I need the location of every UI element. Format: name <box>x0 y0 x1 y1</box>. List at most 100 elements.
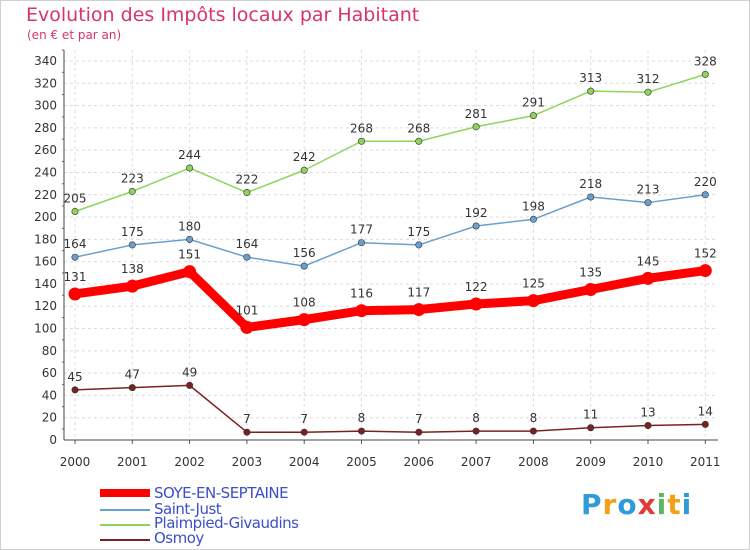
data-point <box>415 428 423 436</box>
legend-swatch-plaimpied <box>100 524 150 526</box>
data-point <box>529 427 537 435</box>
data-point <box>71 207 79 215</box>
legend-swatch-saint-just <box>100 509 150 511</box>
data-point <box>71 386 79 394</box>
data-point <box>415 241 423 249</box>
data-label: 108 <box>293 296 316 310</box>
data-point <box>183 265 197 279</box>
legend-label-plaimpied: Plaimpied-Givaudins <box>154 514 299 532</box>
data-point <box>357 427 365 435</box>
data-label: 198 <box>522 199 545 213</box>
data-label: 8 <box>358 411 366 425</box>
proxiti-logo: Proxiti <box>581 488 692 521</box>
data-label: 205 <box>64 191 87 205</box>
data-point <box>128 241 136 249</box>
data-label: 291 <box>522 96 545 110</box>
y-tick-label: 160 <box>34 255 57 269</box>
data-label: 138 <box>121 262 144 276</box>
data-point <box>125 279 139 293</box>
data-point <box>472 222 480 230</box>
y-tick-label: 200 <box>34 210 57 224</box>
data-label: 117 <box>407 286 430 300</box>
data-label: 268 <box>350 121 373 135</box>
data-label: 223 <box>121 171 144 185</box>
data-point <box>357 239 365 247</box>
data-label: 175 <box>407 225 430 239</box>
data-label: 47 <box>125 368 140 382</box>
data-label: 213 <box>637 183 660 197</box>
x-tick-label: 2004 <box>289 455 320 469</box>
data-label: 268 <box>407 121 430 135</box>
logo-letter: t <box>667 488 682 521</box>
data-label: 312 <box>637 72 660 86</box>
y-tick-label: 120 <box>34 299 57 313</box>
data-point <box>641 271 655 285</box>
logo-letter: P <box>581 488 603 521</box>
data-label: 313 <box>579 71 602 85</box>
data-label: 7 <box>300 412 308 426</box>
data-label: 151 <box>178 248 201 262</box>
data-point <box>357 137 365 145</box>
data-label: 7 <box>243 412 251 426</box>
y-tick-label: 340 <box>34 54 57 68</box>
data-label: 218 <box>579 177 602 191</box>
data-label: 135 <box>579 266 602 280</box>
legend-label-soye: SOYE-EN-SEPTAINE <box>154 484 289 502</box>
y-tick-label: 180 <box>34 232 57 246</box>
legend-swatch-osmoy <box>100 539 150 541</box>
data-point <box>186 235 194 243</box>
data-label: 281 <box>465 107 488 121</box>
data-label: 122 <box>465 280 488 294</box>
data-point <box>587 87 595 95</box>
y-tick-label: 220 <box>34 188 57 202</box>
y-tick-label: 320 <box>34 76 57 90</box>
data-point <box>644 422 652 430</box>
data-label: 164 <box>64 237 87 251</box>
data-point <box>529 112 537 120</box>
data-point <box>701 70 709 78</box>
data-label: 328 <box>694 54 717 68</box>
data-point <box>412 303 426 317</box>
data-point <box>415 137 423 145</box>
data-label: 152 <box>694 247 717 261</box>
x-tick-label: 2003 <box>232 455 263 469</box>
data-point <box>297 313 311 327</box>
data-point <box>243 428 251 436</box>
data-label: 156 <box>293 246 316 260</box>
y-tick-label: 40 <box>42 388 57 402</box>
data-label: 8 <box>472 411 480 425</box>
y-tick-label: 80 <box>42 344 57 358</box>
data-point <box>587 193 595 201</box>
data-point <box>300 428 308 436</box>
data-point <box>529 215 537 223</box>
series-line-1 <box>74 194 707 267</box>
data-point <box>698 264 712 278</box>
y-tick-label: 280 <box>34 121 57 135</box>
y-tick-label: 260 <box>34 143 57 157</box>
x-tick-label: 2007 <box>461 455 492 469</box>
chart-title: Evolution des Impôts locaux par Habitant <box>26 4 420 26</box>
data-label: 14 <box>698 404 713 418</box>
x-tick-label: 2008 <box>518 455 549 469</box>
logo-letter: o <box>617 488 638 521</box>
data-label: 164 <box>235 237 258 251</box>
y-tick-label: 100 <box>34 322 57 336</box>
data-label: 145 <box>637 254 660 268</box>
data-point <box>300 262 308 270</box>
x-tick-label: 2001 <box>117 455 148 469</box>
series-line-0 <box>70 266 710 332</box>
data-point <box>186 164 194 172</box>
logo-letter: r <box>602 488 618 521</box>
data-label: 177 <box>350 223 373 237</box>
y-tick-label: 300 <box>34 99 57 113</box>
data-point <box>300 166 308 174</box>
data-label: 180 <box>178 219 201 233</box>
data-label: 8 <box>530 411 538 425</box>
plot-area <box>64 50 718 440</box>
x-tick-label: 2000 <box>60 455 91 469</box>
data-point <box>186 381 194 389</box>
legend-swatch-soye <box>100 489 150 497</box>
data-label: 11 <box>583 408 598 422</box>
chart-subtitle: (en € et par an) <box>27 28 122 42</box>
y-tick-label: 240 <box>34 165 57 179</box>
